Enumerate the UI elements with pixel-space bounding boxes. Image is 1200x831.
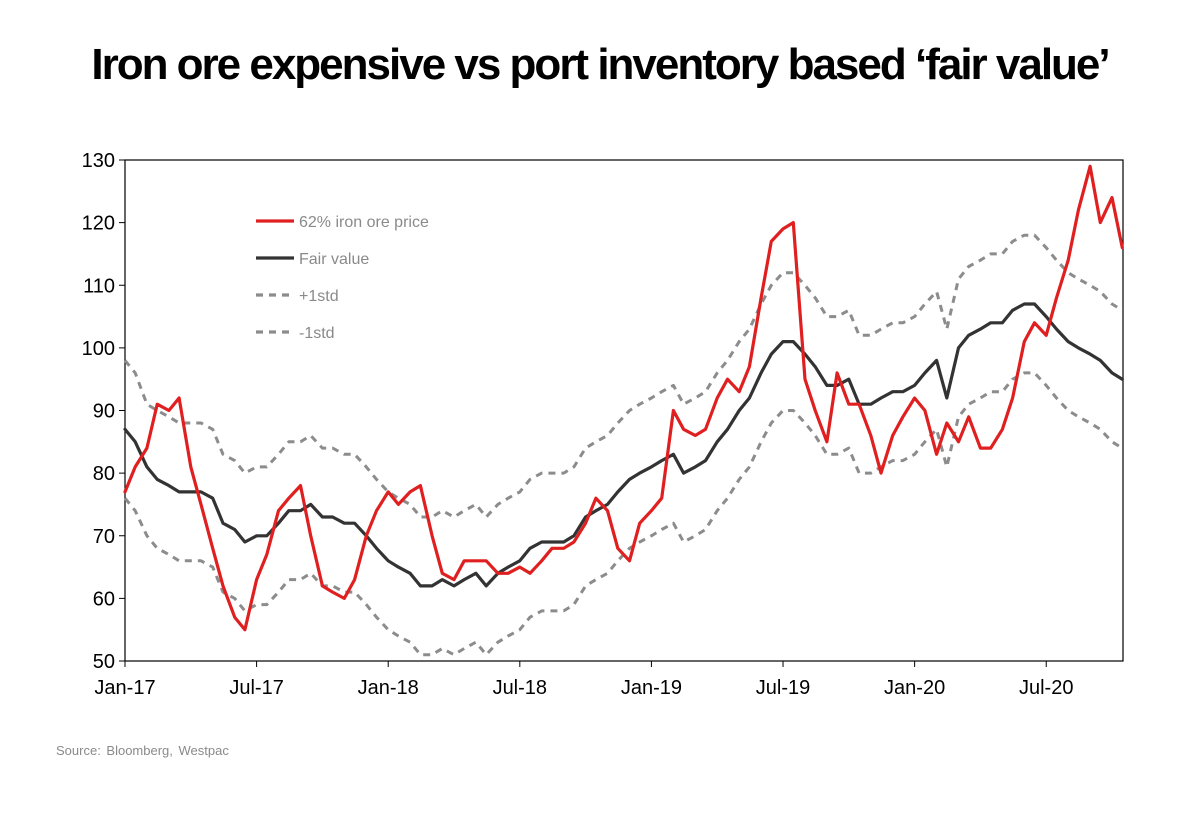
y-tick-label: 120 xyxy=(82,213,115,235)
legend-label: 62% iron ore price xyxy=(299,214,429,231)
x-tick-label: Jan-19 xyxy=(621,677,682,699)
series-line-62-iron-ore-price xyxy=(123,164,1124,632)
legend-label: -1std xyxy=(299,325,335,342)
legend: 62% iron ore price Fair value +1std -1std xyxy=(256,214,429,342)
y-tick-label: 100 xyxy=(82,338,115,360)
x-tick-label: Jul-20 xyxy=(1019,677,1073,699)
y-tick-label: 90 xyxy=(93,401,115,423)
x-tick-label: Jan-17 xyxy=(94,677,155,699)
chart-title: Iron ore expensive vs port inventory bas… xyxy=(91,40,1110,89)
x-tick-label: Jan-18 xyxy=(358,677,419,699)
x-tick-label: Jul-19 xyxy=(756,677,810,699)
x-axis: Jan-17 Jul-17 Jan-18 Jul-18 Jan-19 Jul-19 Jan-… xyxy=(94,661,1073,699)
series-group xyxy=(123,164,1124,657)
y-tick-label: 50 xyxy=(93,651,115,673)
y-tick-label: 130 xyxy=(82,150,115,172)
plot-area xyxy=(124,159,1124,662)
y-tick-label: 60 xyxy=(93,588,115,610)
y-tick-label: 110 xyxy=(83,275,115,297)
y-tick-label: 70 xyxy=(93,526,115,548)
y-axis: 50 60 70 80 90 100 110 120 130 xyxy=(82,150,125,673)
y-tick-label: 80 xyxy=(93,463,115,485)
x-tick-label: Jan-20 xyxy=(884,677,945,699)
series-line--1std xyxy=(123,233,1124,519)
x-tick-label: Jul-17 xyxy=(229,677,283,699)
legend-label: +1std xyxy=(299,288,339,305)
x-tick-label: Jul-18 xyxy=(493,677,547,699)
legend-label: Fair value xyxy=(299,251,369,268)
source-note: Source: Bloomberg, Westpac xyxy=(56,743,229,758)
series-line-fair-value xyxy=(123,302,1124,588)
